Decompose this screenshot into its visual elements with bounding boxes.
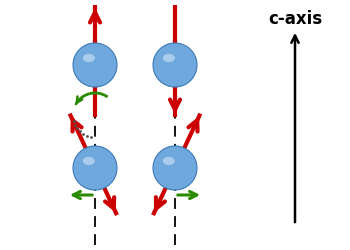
Ellipse shape xyxy=(163,54,175,62)
Ellipse shape xyxy=(83,157,95,165)
Circle shape xyxy=(153,146,197,190)
Circle shape xyxy=(153,43,197,87)
Circle shape xyxy=(73,146,117,190)
Ellipse shape xyxy=(163,157,175,165)
Ellipse shape xyxy=(83,54,95,62)
Text: c-axis: c-axis xyxy=(268,10,322,28)
Circle shape xyxy=(73,43,117,87)
